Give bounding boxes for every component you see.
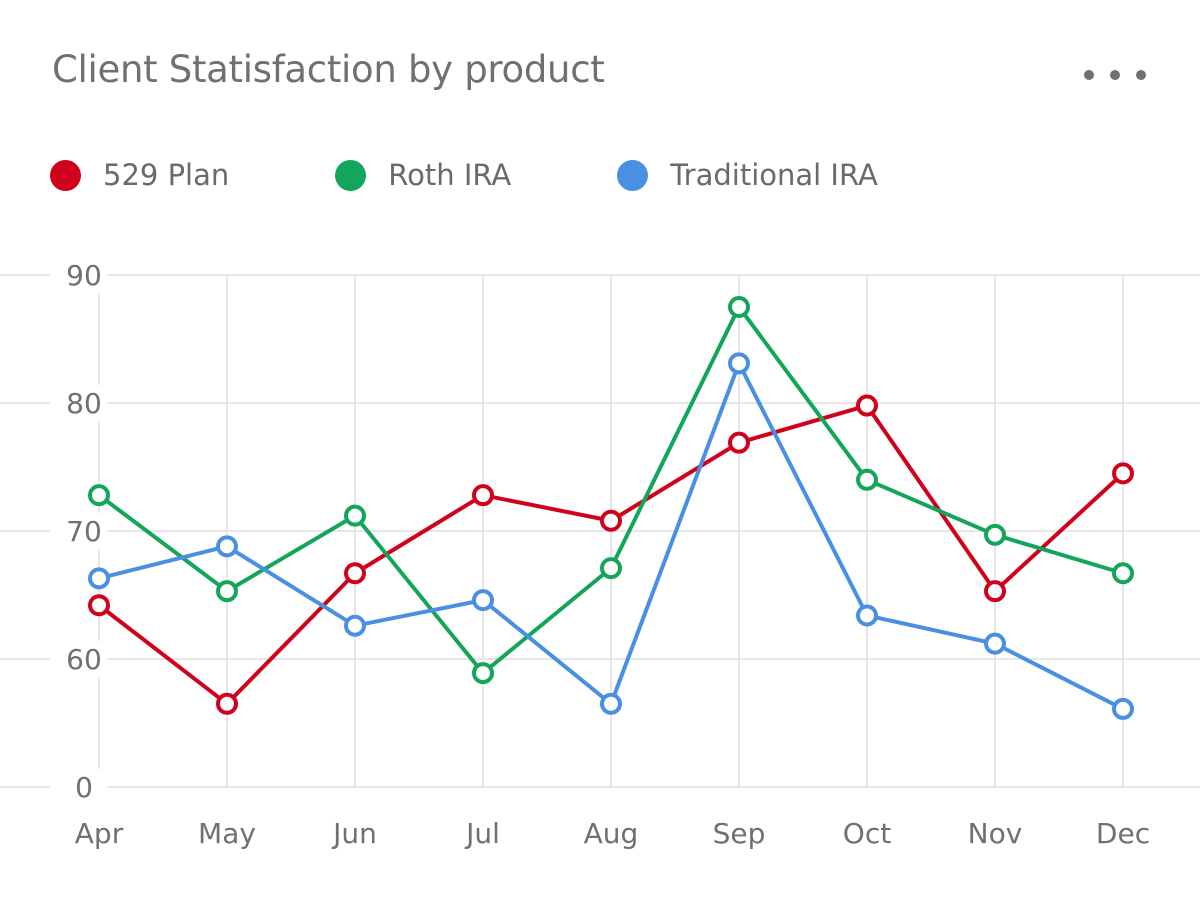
data-point: [344, 614, 366, 637]
legend-swatch-traditional-ira: [617, 159, 649, 191]
more-dot: [1110, 70, 1120, 80]
data-point: [856, 604, 878, 627]
y-tick-label-background: [50, 769, 108, 805]
data-point: [984, 523, 1006, 546]
y-tick-label: 90: [66, 259, 102, 292]
data-point: [88, 484, 110, 507]
data-point: [984, 632, 1006, 655]
more-options-button[interactable]: [1084, 60, 1146, 90]
legend-item-traditional-ira[interactable]: Traditional IRA: [617, 158, 878, 192]
data-point: [856, 468, 878, 491]
data-point: [600, 557, 622, 580]
x-tick-label: May: [198, 817, 256, 850]
data-point: [472, 589, 494, 612]
data-point: [216, 692, 238, 715]
x-tick-label: Jul: [464, 817, 500, 850]
data-point: [600, 692, 622, 715]
data-point: [216, 535, 238, 558]
data-point: [88, 567, 110, 590]
data-point: [600, 509, 622, 532]
data-point: [984, 580, 1006, 603]
y-tick-label-background: [50, 257, 108, 293]
data-point: [728, 431, 750, 454]
y-tick-label: 0: [75, 771, 93, 804]
x-tick-label: Sep: [713, 817, 766, 850]
data-point: [472, 484, 494, 507]
data-point: [88, 594, 110, 617]
chart-title: Client Statisfaction by product: [52, 48, 605, 91]
x-tick-label: Apr: [75, 817, 124, 850]
x-tick-label: Oct: [843, 817, 891, 850]
x-tick-label: Nov: [968, 817, 1023, 850]
legend-swatch-roth-ira: [335, 159, 367, 191]
x-tick-label: Aug: [584, 817, 639, 850]
y-tick-label: 80: [66, 387, 102, 420]
legend-item-529-plan[interactable]: 529 Plan: [50, 158, 229, 192]
data-point: [216, 580, 238, 603]
x-tick-label: Jun: [331, 817, 377, 850]
data-point: [728, 296, 750, 318]
legend: 529 Plan Roth IRA Traditional IRA: [50, 158, 878, 192]
more-horizontal-icon: [1084, 70, 1094, 80]
data-point: [1112, 562, 1134, 585]
y-tick-label: 70: [66, 515, 102, 548]
y-tick-label-background: [50, 385, 108, 421]
legend-label: 529 Plan: [103, 158, 230, 192]
data-point: [1112, 697, 1134, 720]
data-point: [344, 504, 366, 527]
data-point: [344, 562, 366, 585]
more-dot: [1136, 70, 1146, 80]
data-point: [728, 352, 750, 375]
data-point: [472, 662, 494, 685]
legend-swatch-529-plan: [50, 159, 81, 191]
legend-label: Roth IRA: [388, 158, 512, 192]
y-tick-label-background: [50, 513, 108, 549]
legend-label: Traditional IRA: [670, 158, 878, 192]
x-tick-label: Dec: [1096, 817, 1150, 850]
y-tick-label-background: [50, 641, 108, 677]
y-tick-label: 60: [66, 643, 102, 676]
data-point: [856, 394, 878, 417]
data-point: [1112, 462, 1134, 485]
legend-item-roth-ira[interactable]: Roth IRA: [335, 158, 511, 192]
